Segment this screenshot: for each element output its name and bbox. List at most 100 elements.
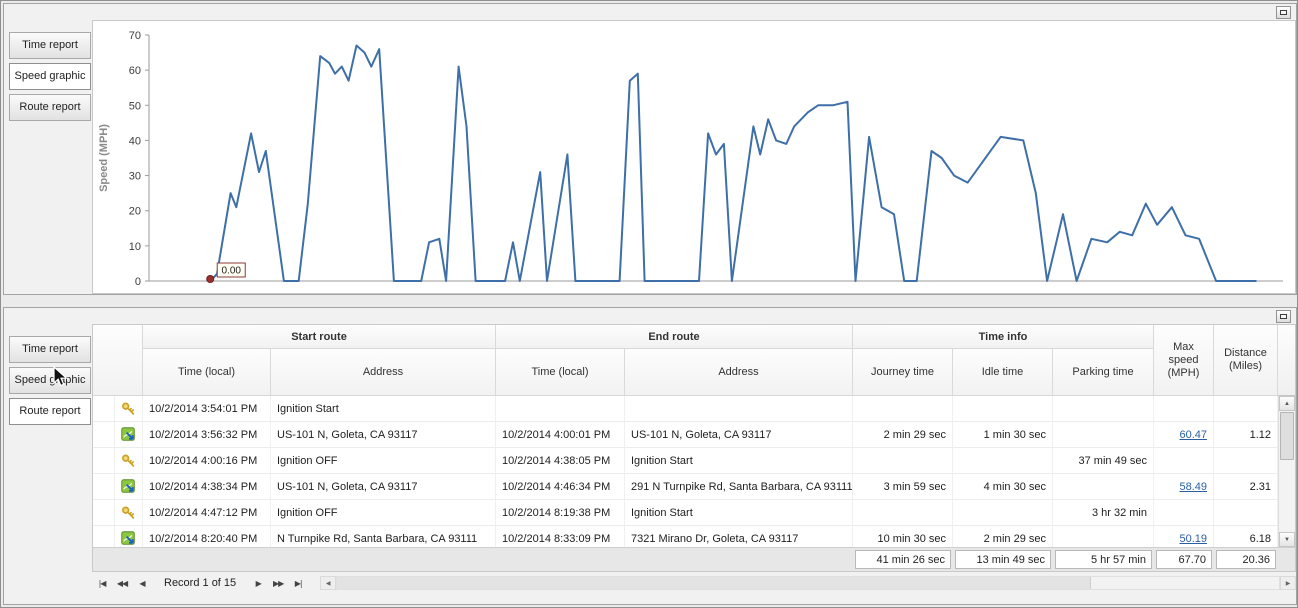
column-header-end-address[interactable]: Address [625, 349, 853, 396]
tab-speed-graphic[interactable]: Speed graphic [9, 63, 91, 90]
group-header-end-route[interactable]: End route [496, 325, 853, 349]
parking-time-cell [1053, 422, 1154, 448]
start-address-cell: N Turnpike Rd, Santa Barbara, CA 93111 [271, 526, 496, 547]
route-map-icon [115, 422, 143, 448]
parking-time-cell: 3 hr 32 min [1053, 500, 1154, 526]
end-address-cell: Ignition Start [625, 500, 853, 526]
end-time-cell: 10/2/2014 4:00:01 PM [496, 422, 625, 448]
start-address-cell: Ignition OFF [271, 448, 496, 474]
tab-speed-graphic[interactable]: Speed graphic [9, 367, 91, 394]
column-header-max-speed[interactable]: Max speed (MPH) [1154, 325, 1214, 396]
row-indicator [93, 422, 115, 448]
tab-time-report[interactable]: Time report [9, 336, 91, 363]
table-row[interactable]: 10/2/2014 8:20:40 PM N Turnpike Rd, Santa… [93, 526, 1278, 547]
nav-prev-page-button[interactable]: ◀◀ [112, 575, 132, 591]
parking-time-cell: 37 min 49 sec [1053, 448, 1154, 474]
nav-prev-record-button[interactable]: ◀ [132, 575, 152, 591]
route-map-icon [115, 526, 143, 547]
table-row[interactable]: 10/2/2014 4:47:12 PM Ignition OFF 10/2/201… [93, 500, 1278, 526]
journey-time-cell [853, 396, 953, 422]
journey-time-cell: 2 min 29 sec [853, 422, 953, 448]
speed-chart-canvas: 0 10 20 30 40 50 60 70 Speed (MPH) 0.00 [98, 30, 1283, 288]
svg-text:0.00: 0.00 [222, 266, 242, 277]
vertical-scrollbar[interactable]: ▲ ▼ [1278, 396, 1295, 547]
max-speed-cell [1154, 500, 1214, 526]
horizontal-scrollbar-thumb[interactable] [337, 577, 1091, 589]
max-speed-cell: 58.49 [1154, 474, 1214, 500]
row-indicator [93, 474, 115, 500]
table-row[interactable]: 10/2/2014 4:00:16 PM Ignition OFF 10/2/201… [93, 448, 1278, 474]
hscroll-track[interactable] [336, 576, 1280, 590]
start-address-cell: Ignition OFF [271, 500, 496, 526]
tab-route-report[interactable]: Route report [9, 94, 91, 121]
svg-text:10: 10 [129, 241, 141, 253]
ignition-key-icon [115, 500, 143, 526]
idle-time-cell [953, 500, 1053, 526]
column-header-end-time[interactable]: Time (local) [496, 349, 625, 396]
column-header-start-time[interactable]: Time (local) [143, 349, 271, 396]
tab-route-report[interactable]: Route report [9, 398, 91, 425]
nav-last-record-button[interactable]: ▶| [288, 575, 308, 591]
end-address-cell: Ignition Start [625, 448, 853, 474]
svg-text:0: 0 [135, 276, 141, 288]
svg-text:60: 60 [129, 65, 141, 77]
table-summary-row: 41 min 26 sec 13 min 49 sec 5 hr 57 min … [93, 547, 1295, 571]
journey-time-cell [853, 500, 953, 526]
summary-max-speed: 67.70 [1156, 550, 1212, 569]
scroll-down-arrow-icon[interactable]: ▼ [1279, 532, 1295, 547]
max-speed-link[interactable]: 50.19 [1179, 532, 1207, 545]
journey-time-cell: 10 min 30 sec [853, 526, 953, 547]
start-address-cell: Ignition Start [271, 396, 496, 422]
start-time-cell: 10/2/2014 3:56:32 PM [143, 422, 271, 448]
parking-time-cell [1053, 526, 1154, 547]
start-time-cell: 10/2/2014 4:00:16 PM [143, 448, 271, 474]
route-report-panel: Time report Speed graphic Route report S… [3, 307, 1297, 605]
column-header-distance[interactable]: Distance (Miles) [1214, 325, 1278, 396]
distance-cell: 2.31 [1214, 474, 1278, 500]
vertical-scrollbar-thumb[interactable] [1280, 412, 1294, 460]
table-row[interactable]: 10/2/2014 4:38:34 PM US-101 N, Goleta, CA… [93, 474, 1278, 500]
collapse-top-panel-button[interactable] [1276, 6, 1291, 19]
nav-first-record-button[interactable]: |◀ [92, 575, 112, 591]
start-time-cell: 10/2/2014 4:47:12 PM [143, 500, 271, 526]
top-panel-tabs: Time report Speed graphic Route report [9, 32, 91, 125]
summary-parking-time: 5 hr 57 min [1055, 550, 1152, 569]
scroll-up-arrow-icon[interactable]: ▲ [1279, 396, 1295, 411]
column-header-start-address[interactable]: Address [271, 349, 496, 396]
journey-time-cell: 3 min 59 sec [853, 474, 953, 500]
parking-time-cell [1053, 474, 1154, 500]
distance-cell [1214, 396, 1278, 422]
idle-time-cell: 2 min 29 sec [953, 526, 1053, 547]
horizontal-scrollbar[interactable]: ◀ ▶ [320, 575, 1296, 591]
distance-cell [1214, 500, 1278, 526]
hscroll-right-arrow-icon[interactable]: ▶ [1280, 576, 1296, 590]
table-row[interactable]: 10/2/2014 3:56:32 PM US-101 N, Goleta, CA… [93, 422, 1278, 448]
row-indicator [93, 526, 115, 547]
end-time-cell [496, 396, 625, 422]
end-address-cell: 7321 Mirano Dr, Goleta, CA 93117 [625, 526, 853, 547]
summary-distance: 20.36 [1216, 550, 1276, 569]
max-speed-cell: 50.19 [1154, 526, 1214, 547]
start-address-cell: US-101 N, Goleta, CA 93117 [271, 422, 496, 448]
table-row[interactable]: 10/2/2014 3:54:01 PM Ignition Start [93, 396, 1278, 422]
max-speed-link[interactable]: 60.47 [1179, 428, 1207, 441]
max-speed-link[interactable]: 58.49 [1179, 480, 1207, 493]
nav-next-record-button[interactable]: ▶ [248, 575, 268, 591]
hscroll-left-arrow-icon[interactable]: ◀ [320, 576, 337, 590]
ignition-key-icon [115, 448, 143, 474]
idle-time-cell: 1 min 30 sec [953, 422, 1053, 448]
group-header-time-info[interactable]: Time info [853, 325, 1154, 349]
column-header-parking-time[interactable]: Parking time [1053, 349, 1154, 396]
group-header-start-route[interactable]: Start route [143, 325, 496, 349]
column-header-journey-time[interactable]: Journey time [853, 349, 953, 396]
max-speed-cell [1154, 396, 1214, 422]
nav-next-page-button[interactable]: ▶▶ [268, 575, 288, 591]
column-header-idle-time[interactable]: Idle time [953, 349, 1053, 396]
end-address-cell [625, 396, 853, 422]
collapse-bottom-panel-button[interactable] [1276, 310, 1291, 323]
speed-chart[interactable]: 0 10 20 30 40 50 60 70 Speed (MPH) 0.00 [92, 20, 1296, 294]
start-time-cell: 10/2/2014 8:20:40 PM [143, 526, 271, 547]
tab-time-report[interactable]: Time report [9, 32, 91, 59]
parking-time-cell [1053, 396, 1154, 422]
collapse-icon [1280, 10, 1287, 15]
